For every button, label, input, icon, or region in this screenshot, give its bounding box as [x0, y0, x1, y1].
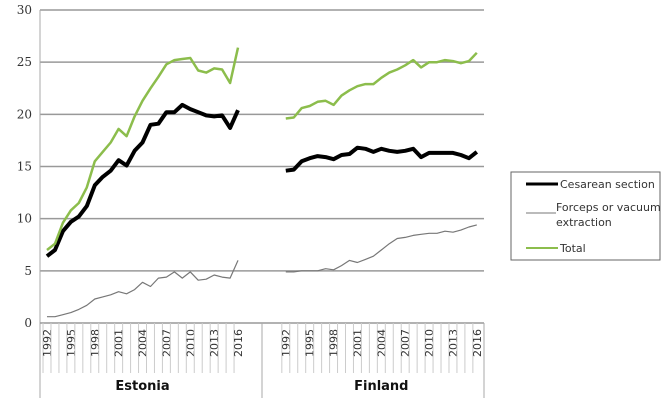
- x-tick-label: 2001: [351, 329, 364, 357]
- y-tick-label: 0: [24, 316, 32, 330]
- y-tick-label: 30: [17, 3, 32, 17]
- legend-label-forceps-line2: extraction: [556, 216, 612, 229]
- x-tick-label: 2016: [232, 329, 245, 357]
- y-tick-label: 20: [17, 107, 32, 121]
- legend-label-total: Total: [559, 242, 586, 255]
- series-line-estonia-cesarean: [47, 105, 238, 256]
- x-tick-label: 1998: [89, 329, 102, 357]
- x-tick-label: 2013: [447, 329, 460, 357]
- y-axis-ticks: 0 5 10 15 20 25 30: [17, 3, 32, 330]
- legend-label-cesarean: Cesarean section: [560, 178, 655, 191]
- y-tick-label: 15: [17, 160, 32, 174]
- x-tick-label: 2001: [113, 329, 126, 357]
- x-tick-label: 1998: [328, 329, 341, 357]
- x-tick-label: 2013: [208, 329, 221, 357]
- x-tick-label: 2004: [137, 329, 150, 357]
- x-tick-label: 1995: [65, 329, 78, 357]
- x-tick-label: 2010: [423, 329, 436, 357]
- y-tick-label: 25: [17, 55, 32, 69]
- legend-label-forceps-line1: Forceps or vacuum: [556, 201, 661, 214]
- group-label-estonia: Estonia: [115, 379, 169, 394]
- series-line-finland-forceps: [286, 225, 477, 272]
- series-lines: [47, 47, 477, 316]
- x-tick-label: 2016: [471, 329, 484, 357]
- x-tick-label: 1992: [41, 329, 54, 357]
- x-tick-label: 1995: [304, 329, 317, 357]
- x-axis: 1992 1995 1998 2001 2004 2007 2010 2013 2016 Esto…: [40, 10, 484, 398]
- y-tick-label: 5: [24, 264, 32, 278]
- gridlines: [40, 10, 484, 271]
- x-tick-label: 2004: [375, 329, 388, 357]
- legend: Cesarean section Forceps or vacuum extra…: [511, 172, 661, 260]
- x-tick-label: 1992: [280, 329, 293, 357]
- group-label-finland: Finland: [354, 379, 408, 394]
- series-line-estonia-forceps: [47, 260, 238, 316]
- x-tick-label: 2007: [160, 329, 173, 357]
- y-tick-label: 10: [17, 212, 32, 226]
- x-tick-label: 2007: [399, 329, 412, 357]
- x-tick-label: 2010: [184, 329, 197, 357]
